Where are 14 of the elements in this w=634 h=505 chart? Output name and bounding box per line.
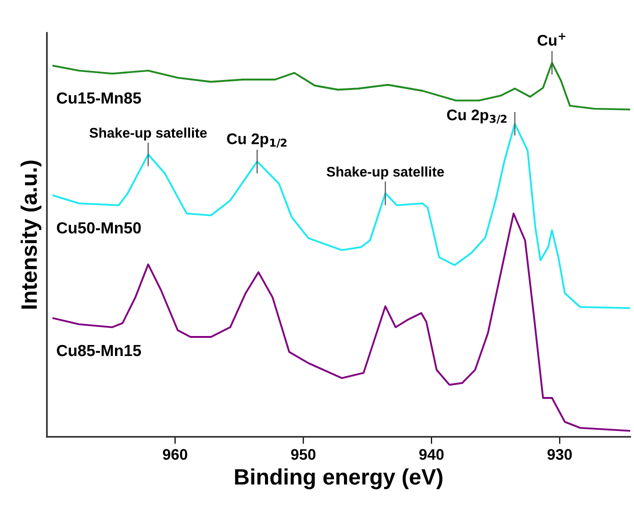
series-label: Cu50-Mn50	[56, 222, 141, 234]
x-axis-title: Binding energy (eV)	[235, 468, 442, 490]
annotation: Cu$^{+}$	[538, 33, 566, 46]
x-tick-label: 940	[419, 449, 444, 460]
annotation: Cu 2p$_{3/2}$	[447, 110, 507, 124]
series-label: Cu15-Mn85	[56, 92, 141, 104]
annotation: Cu 2p$_{1/2}$	[227, 133, 286, 148]
x-tick-label: 960	[162, 449, 188, 460]
annotation: Shake-up satellite	[90, 128, 207, 141]
x-tick-label: 950	[291, 449, 316, 460]
x-tick-label: 930	[547, 449, 572, 460]
y-axis-title: Intensity (a.u.)	[20, 160, 42, 309]
series-label: Cu85-Mn15	[56, 344, 141, 356]
annotation: Shake-up satellite	[326, 166, 444, 180]
